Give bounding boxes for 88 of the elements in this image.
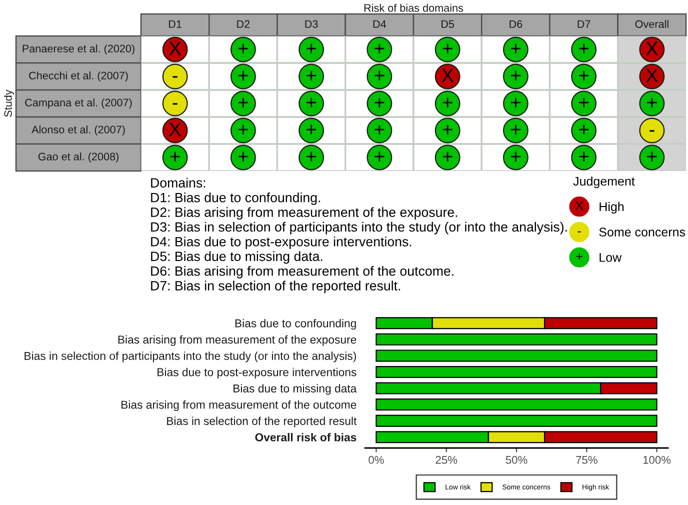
text: + bbox=[442, 98, 452, 108]
y-tick-label: Overall risk of bias bbox=[255, 432, 356, 442]
text: + bbox=[510, 98, 520, 108]
bar bbox=[376, 366, 658, 378]
text: High bbox=[600, 202, 624, 214]
x-tick-label: 100% bbox=[643, 456, 671, 464]
text: - bbox=[172, 103, 178, 105]
text: + bbox=[442, 44, 452, 54]
text: + bbox=[306, 98, 316, 108]
y-tick-label: Bias in selection of the reported result bbox=[167, 416, 357, 428]
y-axis-title: Study bbox=[4, 90, 14, 117]
text: - bbox=[578, 231, 581, 232]
x-tick-label: D3 bbox=[305, 20, 318, 28]
text: D6: Bias arising from measurement of the outcome. bbox=[151, 266, 454, 278]
x-tick-label: D2 bbox=[237, 20, 250, 28]
text: + bbox=[306, 44, 316, 54]
text: + bbox=[238, 152, 248, 162]
text: + bbox=[374, 98, 384, 108]
text: + bbox=[374, 152, 384, 162]
x-tick-label: D7 bbox=[578, 20, 590, 28]
text: D2: Bias arising from measurement of the exposure. bbox=[151, 207, 458, 220]
bar bbox=[376, 350, 658, 362]
bar bbox=[376, 398, 658, 411]
text: X bbox=[575, 201, 584, 210]
text: + bbox=[374, 70, 384, 80]
text: + bbox=[238, 124, 248, 134]
text: + bbox=[306, 152, 316, 162]
y-tick-label: Bias due to missing data bbox=[234, 384, 357, 395]
text: + bbox=[647, 152, 657, 162]
text: X bbox=[646, 68, 658, 82]
text: X bbox=[169, 122, 182, 136]
x-tick-label: D1 bbox=[169, 20, 182, 28]
y-tick-label: Bias in selection of participants into the study (or into the analysis) bbox=[24, 352, 356, 362]
text: Low bbox=[600, 253, 622, 262]
y-tick-label: Bias due to confounding bbox=[235, 319, 356, 330]
y-tick-label: Alonso et al. (2007) bbox=[32, 125, 125, 136]
text: + bbox=[576, 253, 582, 260]
y-tick-label: Bias arising from measurement of the exposure bbox=[118, 335, 356, 346]
text: + bbox=[442, 152, 452, 162]
text: + bbox=[306, 70, 316, 80]
text: + bbox=[306, 124, 316, 134]
text: + bbox=[647, 98, 657, 108]
text: + bbox=[510, 70, 520, 80]
y-tick-label: Panaerese et al. (2020) bbox=[22, 44, 134, 55]
text: + bbox=[238, 44, 248, 54]
text: D5: Bias due to missing data. bbox=[151, 251, 322, 264]
y-tick-label: Campana et al. (2007) bbox=[25, 98, 132, 109]
text: Some concerns bbox=[599, 228, 686, 236]
text: + bbox=[374, 124, 384, 134]
text: + bbox=[579, 44, 589, 54]
text: Domains: bbox=[151, 178, 206, 188]
text: + bbox=[238, 98, 248, 108]
text: + bbox=[510, 124, 520, 134]
text: - bbox=[172, 76, 178, 78]
bar bbox=[376, 414, 658, 427]
chart-title: Risk of bias domains bbox=[364, 4, 464, 12]
y-tick-label: Gao et al. (2008) bbox=[38, 152, 118, 163]
text: + bbox=[579, 152, 589, 162]
text: + bbox=[579, 70, 589, 80]
x-tick-label: D4 bbox=[373, 20, 386, 28]
text: + bbox=[510, 44, 520, 54]
color-bar-title: Judgement bbox=[573, 176, 635, 188]
text: + bbox=[374, 44, 384, 54]
x-tick-label: 75% bbox=[576, 456, 598, 464]
bar bbox=[376, 333, 658, 346]
x-tick-label: 25% bbox=[436, 456, 458, 464]
x-tick-label: 50% bbox=[506, 456, 528, 464]
text: - bbox=[650, 130, 654, 132]
text: + bbox=[170, 152, 180, 162]
text: + bbox=[579, 124, 589, 134]
text: + bbox=[238, 70, 248, 80]
text: X bbox=[442, 68, 454, 82]
text: X bbox=[646, 42, 658, 56]
text: + bbox=[579, 98, 589, 108]
text: D4: Bias due to post-exposure interventions. bbox=[151, 236, 412, 250]
text: D7: Bias in selection of the reported result. bbox=[151, 280, 400, 294]
x-tick-label: D5 bbox=[442, 20, 454, 28]
text: X bbox=[169, 42, 182, 56]
y-tick-label: Bias due to post-exposure interventions bbox=[158, 368, 356, 378]
x-tick-label: Overall bbox=[635, 20, 668, 28]
x-tick-label: D6 bbox=[510, 20, 522, 28]
text: D1: Bias due to confounding. bbox=[151, 192, 320, 205]
y-tick-label: Bias arising from measurement of the outcome bbox=[122, 400, 356, 412]
text: + bbox=[510, 152, 520, 162]
y-tick-label: Checchi et al. (2007) bbox=[29, 71, 128, 82]
text: D3: Bias in selection of participants into the study (or into the analysis). bbox=[151, 222, 567, 234]
text: + bbox=[442, 124, 452, 134]
x-tick-label: 0% bbox=[368, 456, 384, 464]
